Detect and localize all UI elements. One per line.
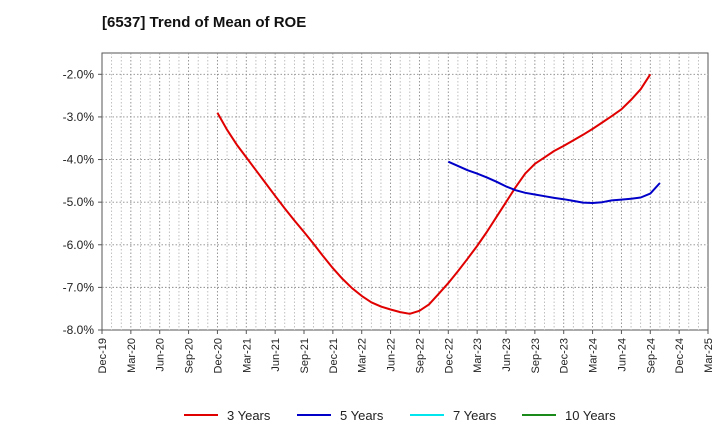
plot-area — [101, 52, 709, 331]
legend-label: 10 Years — [565, 407, 616, 423]
legend-item: 3 Years — [184, 404, 270, 426]
x-tick-label: Mar-20 — [126, 338, 138, 373]
y-tick-label: -4.0% — [63, 153, 95, 167]
chart-title: [6537] Trend of Mean of ROE — [102, 14, 307, 31]
legend-item: 5 Years — [297, 404, 383, 426]
legend-swatch — [184, 414, 218, 416]
x-tick-label: Mar-25 — [703, 338, 715, 373]
series-line-3-years — [216, 73, 652, 315]
x-tick-label: Mar-24 — [588, 338, 600, 373]
y-axis-ticks: -2.0% -3.0% -4.0% -5.0% -6.0% -7.0% -8.0% — [63, 67, 102, 337]
x-tick-label: Dec-21 — [328, 338, 340, 373]
x-tick-label: Jun-22 — [386, 338, 398, 372]
legend-label: 5 Years — [340, 407, 384, 423]
y-tick-label: -7.0% — [63, 280, 95, 294]
x-tick-label: Dec-20 — [212, 338, 224, 373]
y-tick-label: -6.0% — [63, 238, 95, 252]
x-tick-label: Sep-21 — [299, 338, 311, 373]
legend-item: 10 Years — [522, 404, 616, 426]
y-tick-label: -5.0% — [63, 195, 95, 209]
x-tick-label: Dec-22 — [443, 338, 455, 373]
x-tick-label: Jun-24 — [616, 338, 628, 372]
series-line-5-years — [447, 160, 661, 204]
x-tick-label: Mar-23 — [472, 338, 484, 373]
legend-swatch — [522, 414, 556, 416]
x-tick-label: Jun-20 — [155, 338, 167, 372]
x-axis-ticks: Dec-19 Mar-20 Jun-20 Sep-20 Dec-20 Mar-21 Jun-… — [97, 330, 715, 373]
x-tick-label: Dec-24 — [674, 338, 686, 373]
legend-swatch — [297, 414, 331, 416]
series-lines — [216, 73, 661, 315]
y-tick-label: -8.0% — [63, 323, 95, 337]
x-tick-label: Jun-23 — [501, 338, 513, 372]
legend-item: 7 Years — [410, 404, 496, 426]
y-tick-label: -2.0% — [63, 67, 95, 81]
y-tick-label: -3.0% — [63, 110, 95, 124]
x-tick-label: Sep-23 — [530, 338, 542, 373]
x-tick-label: Sep-20 — [184, 338, 196, 373]
x-tick-label: Dec-23 — [559, 338, 571, 373]
x-tick-label: Jun-21 — [270, 338, 282, 372]
legend-label: 3 Years — [227, 407, 271, 423]
x-tick-label: Mar-22 — [357, 338, 369, 373]
x-tick-label: Sep-22 — [414, 338, 426, 373]
legend-label: 7 Years — [453, 407, 497, 423]
chart-legend: 3 Years 5 Years 7 Years 10 Years — [0, 404, 720, 426]
x-tick-label: Mar-21 — [241, 338, 253, 373]
x-tick-label: Sep-24 — [645, 338, 657, 373]
legend-swatch — [410, 414, 444, 416]
x-tick-label: Dec-19 — [97, 338, 109, 373]
